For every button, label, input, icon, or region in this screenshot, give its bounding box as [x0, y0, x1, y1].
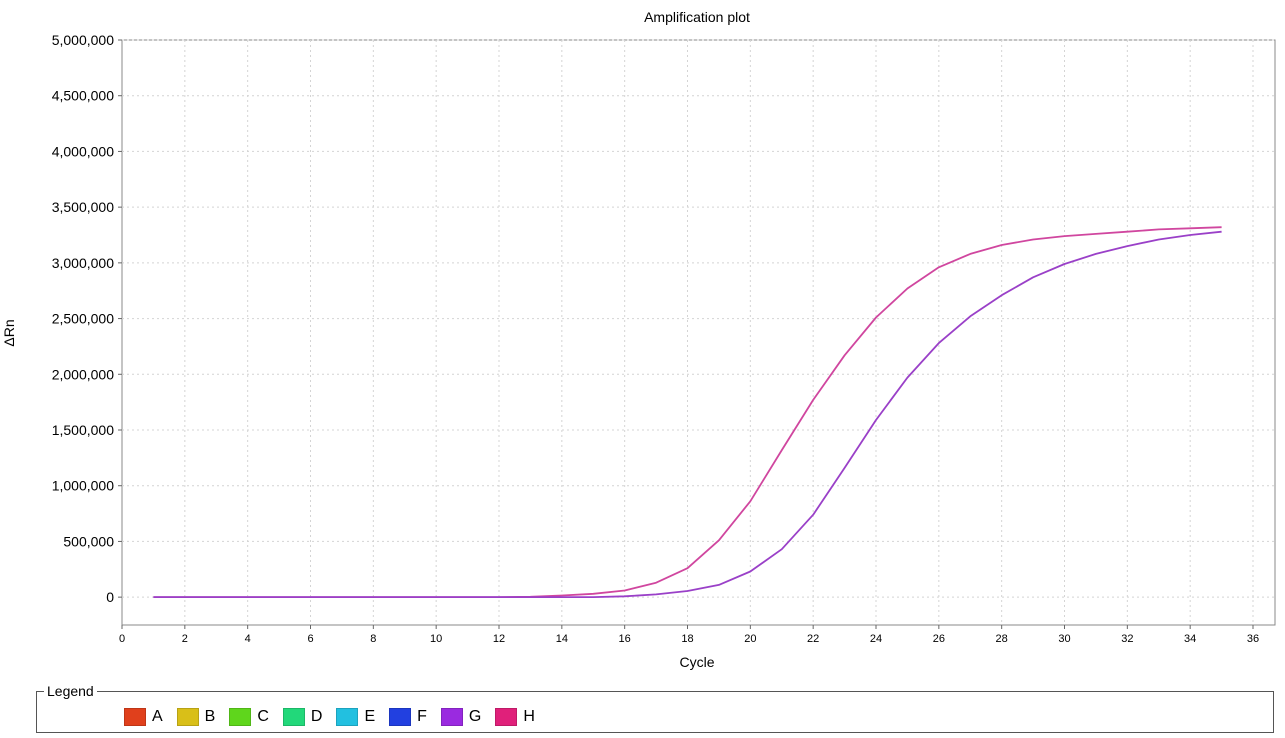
- legend-label: F: [417, 708, 427, 725]
- x-tick-label: 22: [807, 633, 819, 645]
- y-tick-label: 500,000: [63, 533, 114, 549]
- x-tick-label: 12: [493, 633, 505, 645]
- y-tick-label: 0: [106, 589, 114, 605]
- legend-item-e: E: [336, 708, 375, 726]
- legend-label: A: [152, 708, 163, 725]
- legend-items: A B C D E F G H: [124, 708, 549, 726]
- y-tick-label: 1,500,000: [52, 422, 114, 438]
- legend-swatch: [336, 708, 359, 726]
- grid-lines: [122, 39, 1275, 625]
- x-tick-label: 10: [430, 633, 442, 645]
- legend-swatch: [389, 708, 412, 726]
- legend-label: G: [468, 708, 482, 725]
- plot-area: [121, 39, 1276, 626]
- x-axis-ticks: 0 2 4 6 8 10 12 14 16 18 20 22 24 26 28 30 32 34 36: [119, 625, 1259, 645]
- legend-item-g: G: [440, 708, 482, 726]
- legend-swatch: [282, 708, 305, 726]
- series-line-2: [153, 230, 1222, 598]
- y-tick-label: 3,000,000: [52, 255, 114, 271]
- legend-item-c: C: [229, 708, 269, 726]
- amplification-chart: Amplification plot 0 500,000 1,000,000 1,50…: [1, 9, 1276, 670]
- x-tick-label: 28: [996, 633, 1008, 645]
- legend-item-a: A: [124, 708, 163, 726]
- legend-swatch: [495, 708, 518, 726]
- x-tick-label: 14: [556, 633, 568, 645]
- y-tick-label: 2,500,000: [52, 311, 114, 327]
- y-tick-label: 4,000,000: [52, 143, 114, 159]
- chart-title: Amplification plot: [644, 9, 750, 25]
- legend-item-f: F: [389, 708, 427, 726]
- y-tick-label: 4,500,000: [52, 88, 114, 104]
- legend-label: H: [523, 708, 535, 725]
- x-tick-label: 2: [182, 633, 188, 645]
- legend-box: [36, 691, 1274, 733]
- legend-label: B: [204, 708, 216, 725]
- x-tick-label: 18: [681, 633, 693, 645]
- series-lines: [153, 226, 1222, 598]
- legend-swatch: [440, 708, 463, 726]
- y-axis-label: ΔRn: [1, 319, 17, 346]
- x-tick-label: 34: [1184, 633, 1196, 645]
- x-tick-label: 0: [119, 633, 125, 645]
- x-tick-label: 4: [245, 633, 251, 645]
- x-tick-label: 20: [744, 633, 756, 645]
- legend-label: E: [364, 708, 376, 725]
- y-tick-label: 2,000,000: [52, 366, 114, 382]
- legend-swatch: [176, 708, 199, 726]
- legend-item-d: D: [282, 708, 323, 726]
- x-tick-label: 24: [870, 633, 882, 645]
- y-tick-label: 3,500,000: [52, 199, 114, 215]
- legend-item-h: H: [495, 708, 535, 726]
- legend-label: C: [257, 708, 269, 725]
- legend-swatch: [124, 708, 146, 726]
- y-tick-label: 1,000,000: [52, 478, 114, 494]
- x-tick-label: 32: [1121, 633, 1133, 645]
- x-tick-label: 16: [619, 633, 631, 645]
- x-tick-label: 30: [1058, 633, 1070, 645]
- legend-title: Legend: [44, 684, 97, 698]
- y-axis-ticks: 0 500,000 1,000,000 1,500,000 2,000,000 2,500…: [52, 32, 122, 605]
- x-tick-label: 26: [933, 633, 945, 645]
- legend-label: D: [310, 708, 323, 725]
- x-tick-label: 36: [1247, 633, 1259, 645]
- x-axis-label: Cycle: [679, 654, 714, 670]
- y-tick-label: 5,000,000: [52, 32, 114, 48]
- x-tick-label: 6: [307, 633, 313, 645]
- legend-item-b: B: [176, 708, 216, 726]
- x-tick-label: 8: [370, 633, 376, 645]
- legend-swatch: [229, 708, 252, 726]
